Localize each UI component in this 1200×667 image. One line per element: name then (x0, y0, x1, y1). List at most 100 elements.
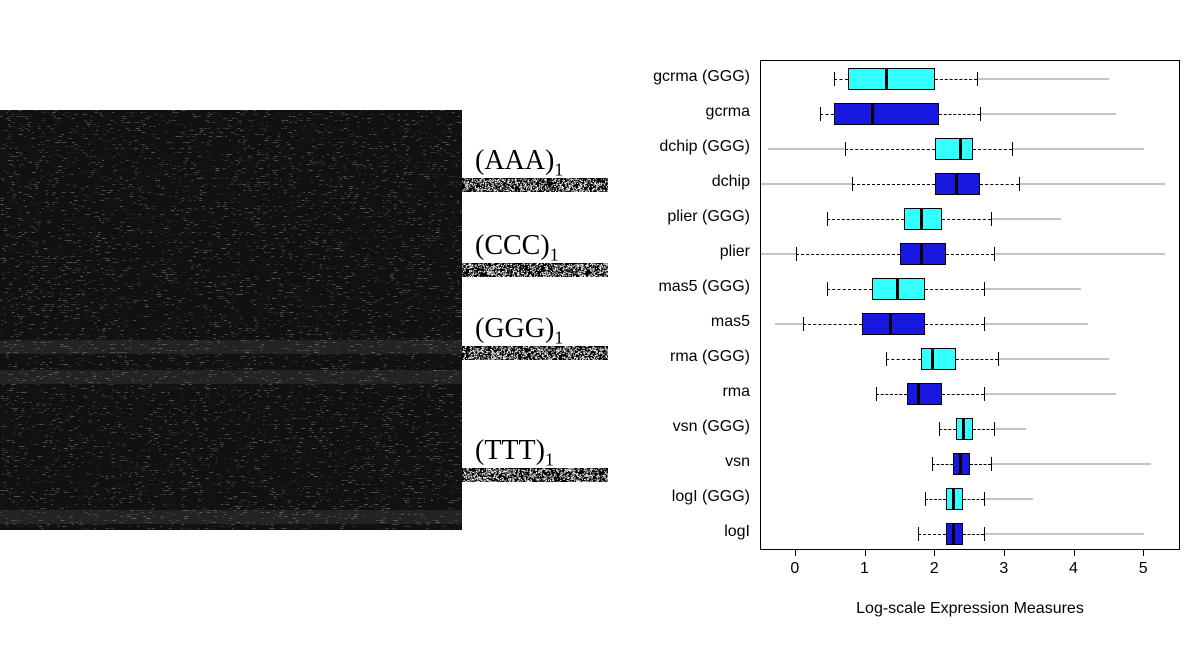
iqr-box (921, 348, 956, 370)
y-category-label: gcrma (GGG) (610, 68, 750, 86)
left-panel: (AAA)1(CCC)1(GGG)1(TTT)1 (0, 0, 610, 667)
median-line (920, 243, 923, 265)
whisker-low (939, 429, 956, 430)
y-category-label: logI (GGG) (610, 488, 750, 506)
whisker-cap-high (1019, 177, 1020, 191)
outlier-range (775, 323, 803, 325)
whisker-cap-low (820, 107, 821, 121)
whisker-cap-high (1012, 142, 1013, 156)
whisker-high (956, 359, 998, 360)
whisker-cap-low (834, 72, 835, 86)
y-category-label: mas5 (GGG) (610, 278, 750, 296)
whisker-low (845, 149, 936, 150)
y-category-label: dchip (610, 173, 750, 191)
iqr-box (907, 383, 942, 405)
y-category-label: logI (610, 523, 750, 541)
whisker-cap-low (827, 282, 828, 296)
whisker-cap-high (980, 107, 981, 121)
boxplot-row (761, 138, 1179, 160)
whisker-low (827, 289, 872, 290)
whisker-high (963, 534, 984, 535)
whisker-high (980, 184, 1018, 185)
whisker-cap-high (994, 247, 995, 261)
whisker-cap-high (994, 422, 995, 436)
whisker-low (918, 534, 946, 535)
probe-label-text: (TTT) (475, 435, 545, 466)
y-category-label: dchip (GGG) (610, 138, 750, 156)
outlier-range (991, 463, 1151, 465)
whisker-cap-high (984, 282, 985, 296)
median-line (889, 313, 892, 335)
y-category-label: vsn (610, 453, 750, 471)
x-tick (1143, 550, 1144, 556)
probe-bar (462, 178, 608, 192)
median-line (920, 208, 923, 230)
median-line (952, 488, 955, 510)
whisker-cap-high (991, 457, 992, 471)
outlier-range (768, 148, 845, 150)
outlier-range (994, 428, 1025, 430)
whisker-high (925, 324, 984, 325)
outlier-range (984, 498, 1033, 500)
whisker-cap-low (918, 527, 919, 541)
whisker-cap-low (803, 317, 804, 331)
probe-label-text: (GGG) (475, 313, 554, 344)
plot-frame (760, 60, 1180, 550)
median-line (896, 278, 899, 300)
probe-bar (462, 263, 608, 277)
x-tick (795, 550, 796, 556)
x-tick-label: 4 (1069, 560, 1078, 578)
boxplot-row (761, 348, 1179, 370)
whisker-cap-low (827, 212, 828, 226)
probe-bar (462, 468, 608, 482)
whisker-cap-high (984, 527, 985, 541)
outlier-range (998, 358, 1109, 360)
whisker-low (852, 184, 936, 185)
boxplot-row (761, 68, 1179, 90)
x-tick-label: 0 (790, 560, 799, 578)
x-tick-label: 2 (930, 560, 939, 578)
probe-label: (AAA)1 (475, 145, 563, 181)
median-line (871, 103, 874, 125)
probe-label-sub: 1 (554, 328, 563, 348)
median-line (931, 348, 934, 370)
whisker-high (963, 499, 984, 500)
speckle-image (0, 110, 462, 530)
whisker-cap-high (984, 492, 985, 506)
median-line (952, 523, 955, 545)
boxplot-panel: gcrma (GGG)gcrmadchip (GGG)dchipplier (G… (610, 0, 1200, 667)
whisker-low (820, 114, 834, 115)
whisker-high (942, 394, 984, 395)
whisker-cap-high (998, 352, 999, 366)
whisker-cap-low (939, 422, 940, 436)
boxplot-row (761, 173, 1179, 195)
x-tick (1004, 550, 1005, 556)
iqr-box (935, 138, 973, 160)
whisker-high (939, 114, 981, 115)
iqr-box (862, 313, 925, 335)
whisker-low (932, 464, 953, 465)
whisker-cap-low (845, 142, 846, 156)
boxplot-row (761, 383, 1179, 405)
outlier-range (994, 253, 1165, 255)
whisker-low (834, 79, 848, 80)
median-line (917, 383, 920, 405)
outlier-range (984, 288, 1082, 290)
boxplot-row (761, 103, 1179, 125)
probe-label-text: (AAA) (475, 145, 554, 176)
outlier-range (1019, 183, 1165, 185)
outlier-range (984, 393, 1116, 395)
probe-label: (TTT)1 (475, 435, 554, 471)
whisker-high (935, 79, 977, 80)
y-category-label: rma (GGG) (610, 348, 750, 366)
y-category-label: mas5 (610, 313, 750, 331)
y-category-label: rma (610, 383, 750, 401)
whisker-cap-low (876, 387, 877, 401)
boxplot-row (761, 243, 1179, 265)
whisker-low (886, 359, 921, 360)
light-band (0, 370, 462, 384)
boxplot-row (761, 208, 1179, 230)
probe-label-sub: 1 (550, 245, 559, 265)
probe-label: (GGG)1 (475, 313, 563, 349)
outlier-range (761, 183, 852, 185)
